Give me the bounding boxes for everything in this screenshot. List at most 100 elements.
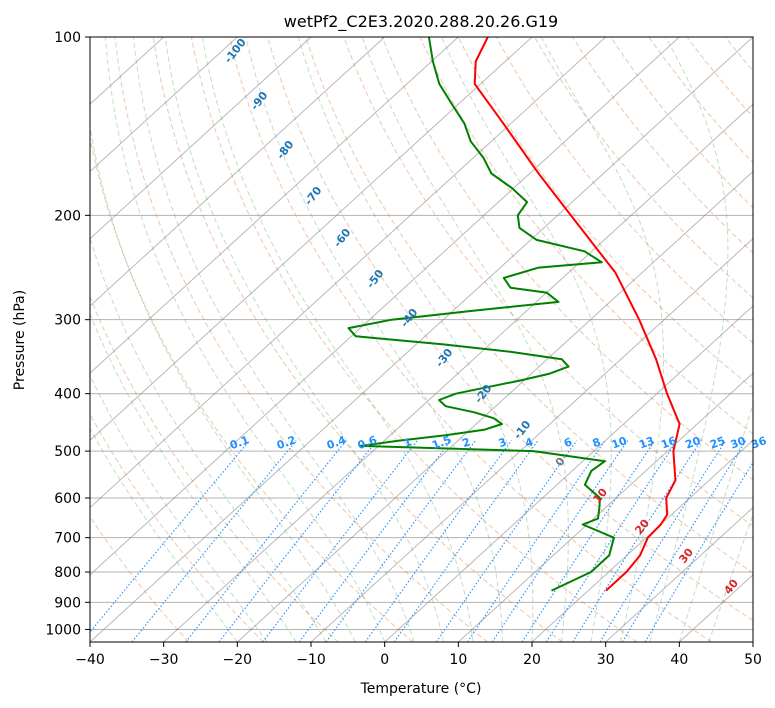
x-tick-label: 40 bbox=[670, 652, 688, 668]
moist-adiabat bbox=[164, 37, 445, 642]
mixing-ratio-line bbox=[131, 440, 297, 642]
temperature-line bbox=[473, 37, 681, 592]
x-tick-label: 0 bbox=[380, 652, 389, 668]
mixing-ratio-label: 16 bbox=[659, 434, 678, 452]
moist-adiabat bbox=[90, 236, 327, 642]
mixing-ratio-line bbox=[90, 440, 251, 633]
mixing-ratio-label: 0.1 bbox=[228, 433, 251, 452]
dry-adiabat bbox=[90, 295, 339, 642]
x-axis-ticks: −40 −30 −20 −10 0 10 20 30 40 50 bbox=[75, 642, 762, 668]
isotherm-line bbox=[90, 37, 533, 442]
dry-adiabat bbox=[648, 37, 753, 164]
isotherm-line bbox=[384, 305, 753, 642]
x-tick-label: −10 bbox=[296, 652, 326, 668]
mixing-ratio-line bbox=[298, 440, 452, 642]
mixing-ratio-line bbox=[491, 440, 629, 642]
x-tick-label: 10 bbox=[449, 652, 467, 668]
dry-adiabat bbox=[495, 37, 753, 344]
mixing-ratio-label: 3 bbox=[497, 435, 509, 450]
x-tick-label: 50 bbox=[744, 652, 762, 668]
dry-adiabat bbox=[305, 37, 753, 574]
moist-adiabat bbox=[201, 37, 474, 642]
mixing-ratio-line bbox=[621, 440, 747, 642]
isotherm-line bbox=[310, 237, 753, 642]
mixing-ratio-line bbox=[572, 440, 702, 642]
mixing-ratio-line bbox=[393, 440, 539, 642]
moist-adiabat bbox=[90, 374, 268, 642]
moist-adiabat bbox=[297, 37, 534, 642]
mixing-ratio-label: 0.4 bbox=[325, 433, 348, 452]
isotherm-line bbox=[457, 372, 753, 642]
isotherm-line bbox=[90, 37, 386, 307]
moist-adiabat bbox=[132, 37, 415, 642]
moist-adiabat bbox=[540, 37, 664, 642]
dry-adiabat bbox=[610, 37, 753, 209]
mixing-ratio-label: 20 bbox=[683, 434, 702, 452]
mixing-ratio-label: 25 bbox=[708, 434, 727, 451]
mixing-ratio-label: 0.6 bbox=[356, 433, 379, 452]
dry-adiabat bbox=[534, 37, 753, 299]
isotherm-line bbox=[90, 37, 753, 642]
y-tick-label: 900 bbox=[54, 595, 81, 611]
y-tick-label: 600 bbox=[54, 491, 81, 507]
background-grid bbox=[90, 37, 753, 642]
dry-adiabat bbox=[228, 37, 713, 642]
mixing-ratio-line bbox=[545, 440, 678, 642]
mixing-ratio-label: 1.5 bbox=[430, 433, 453, 452]
y-tick-label: 400 bbox=[54, 387, 81, 403]
dry-adiabat bbox=[457, 37, 753, 390]
plot-frame bbox=[89, 36, 754, 643]
dry-adiabat bbox=[343, 37, 753, 527]
mixing-ratio-line bbox=[218, 440, 378, 642]
dry-adiabat bbox=[267, 37, 753, 622]
x-tick-label: 30 bbox=[597, 652, 615, 668]
x-tick-label: −20 bbox=[223, 652, 253, 668]
mixing-ratio-label: 6 bbox=[562, 435, 574, 450]
isotherm-line bbox=[605, 506, 753, 642]
x-tick-label: −40 bbox=[75, 652, 105, 668]
dry-adiabat bbox=[152, 37, 563, 642]
y-tick-label: 200 bbox=[54, 208, 81, 224]
dewpoint-line bbox=[347, 37, 615, 592]
moist-adiabat bbox=[708, 513, 753, 642]
moist-adiabat bbox=[649, 37, 729, 642]
moist-adiabat bbox=[678, 401, 753, 642]
isotherm-line bbox=[90, 37, 459, 374]
mixing-ratio-line bbox=[521, 440, 656, 642]
x-tick-label: 20 bbox=[523, 652, 541, 668]
x-tick-label: −30 bbox=[149, 652, 179, 668]
mixing-ratio-label: 30 bbox=[729, 434, 748, 452]
isotherm-line bbox=[163, 103, 753, 642]
dry-adiabat bbox=[190, 37, 638, 642]
y-axis-title: Pressure (hPa) bbox=[12, 290, 28, 390]
mixing-ratio-label: 4 bbox=[523, 435, 535, 450]
y-tick-label: 700 bbox=[54, 531, 81, 547]
mixing-ratio-label: 2 bbox=[460, 435, 472, 450]
isotherm-line bbox=[90, 37, 238, 173]
y-tick-label: 1000 bbox=[45, 622, 81, 638]
x-axis-title: Temperature (°C) bbox=[360, 681, 482, 697]
mixing-ratio-line bbox=[262, 440, 418, 642]
isotherm-line bbox=[90, 37, 607, 509]
mixing-ratio-label: 36 bbox=[749, 434, 768, 452]
y-tick-label: 300 bbox=[54, 313, 81, 329]
isotherm-line bbox=[90, 37, 680, 576]
dry-adiabat bbox=[90, 515, 190, 642]
mixing-ratio-line bbox=[599, 440, 727, 642]
chart-title: wetPf2_C2E3.2020.288.20.26.G19 bbox=[284, 12, 558, 32]
dry-adiabat bbox=[90, 134, 414, 642]
mixing-ratio-line bbox=[325, 440, 476, 642]
mixing-ratio-line bbox=[435, 440, 578, 642]
y-tick-label: 800 bbox=[54, 565, 81, 581]
mixing-ratio-label: 0.2 bbox=[275, 433, 298, 452]
y-axis-ticks: 100 200 300 400 500 600 700 800 900 1000 bbox=[45, 30, 90, 638]
moist-adiabat bbox=[361, 37, 569, 642]
moist-adiabat bbox=[441, 37, 612, 642]
mixing-ratio-line bbox=[467, 440, 606, 642]
moist-adiabat bbox=[90, 427, 238, 642]
mixing-ratio-label: 13 bbox=[637, 434, 656, 451]
dry-adiabat bbox=[90, 412, 264, 642]
moist-adiabat bbox=[90, 123, 356, 642]
mixing-ratio-label: 10 bbox=[610, 434, 629, 452]
